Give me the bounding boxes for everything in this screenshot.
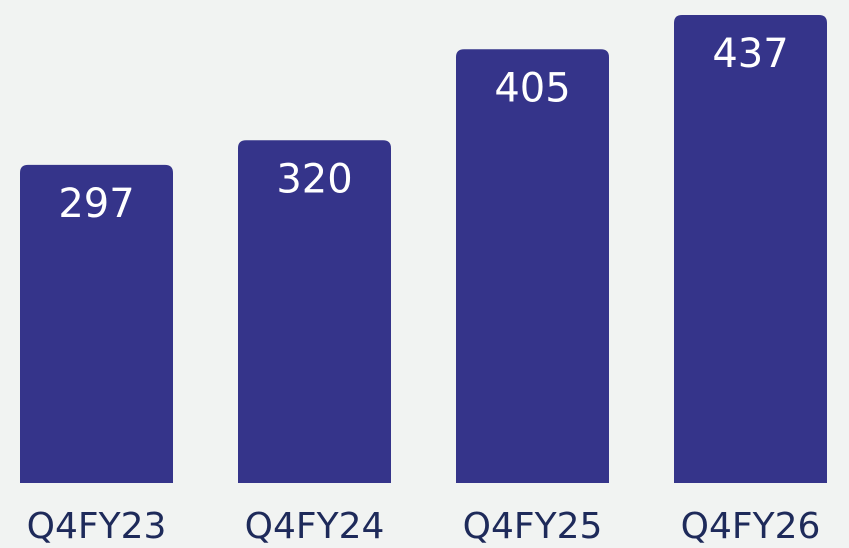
x-tick-label: Q4FY23 — [27, 506, 167, 547]
x-tick-label: Q4FY26 — [681, 506, 821, 547]
bar — [674, 15, 827, 483]
data-label: 437 — [712, 31, 788, 77]
bar — [456, 49, 609, 484]
x-tick-label: Q4FY25 — [463, 506, 603, 547]
x-tick-label: Q4FY24 — [245, 506, 385, 547]
data-label: 297 — [58, 181, 134, 227]
data-label: 320 — [276, 156, 352, 202]
bar — [238, 140, 391, 483]
data-label: 405 — [494, 65, 570, 111]
bar — [20, 164, 173, 484]
